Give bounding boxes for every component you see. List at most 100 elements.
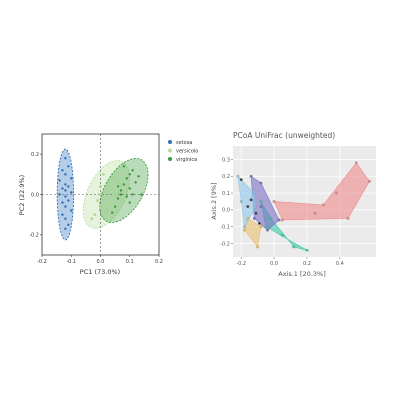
pca-x-tick-label: -0.1 [66, 259, 76, 265]
pcoa-point [246, 216, 250, 220]
pcoa-point [259, 181, 263, 185]
pca-point-setosa [61, 201, 64, 204]
pca-point-setosa [70, 191, 73, 194]
pca-chart: -0.2 -0.1 0.0 0.1 0.2 -0.2 0.0 0.2 PC1 (73.0%)… [18, 133, 198, 276]
pca-point-setosa [64, 173, 67, 176]
pca-point-virginica [131, 193, 134, 196]
pcoa-point [239, 200, 243, 203]
pca-x-tick-label: -0.2 [37, 259, 47, 265]
pca-point-virginica [122, 183, 126, 186]
pcoa-point [249, 198, 253, 202]
pca-point-setosa [58, 193, 61, 196]
pcoa-point [249, 174, 253, 178]
pcoa-point [280, 233, 284, 237]
pca-point-virginica [116, 197, 120, 200]
pca-point-virginica [125, 195, 129, 198]
pca-x-axis-label: PC1 (73.0%) [80, 268, 120, 276]
pca-point-virginica [128, 187, 131, 190]
pca-point-setosa [64, 205, 67, 208]
pcoa-point [292, 245, 296, 249]
pca-point-virginica [134, 181, 137, 184]
pca-point-virginica [137, 175, 140, 178]
pcoa-point [257, 221, 261, 225]
pca-x-tick-label: 0.2 [155, 259, 163, 265]
pcoa-hulls [237, 162, 370, 251]
pcoa-point [272, 200, 276, 203]
pca-point-setosa [64, 157, 67, 160]
pca-point-virginica [128, 173, 131, 176]
pca-point-versicolo [96, 199, 99, 202]
pcoa-point [252, 191, 256, 195]
pcoa-point [252, 216, 256, 220]
pcoa-y-axis-label: Axis.2 [9%] [210, 182, 218, 219]
pcoa-point [236, 174, 240, 178]
pcoa-point [246, 205, 250, 208]
pcoa-chart: PCoA UniFrac (unweighted) -0.2 0.0 0.2 0.4 … [210, 131, 376, 278]
pca-legend: setosa versicolo virginica [168, 140, 198, 163]
pca-point-virginica [119, 193, 123, 196]
pca-point-setosa [70, 177, 73, 180]
pca-legend-label: virginica [176, 157, 197, 163]
pcoa-point [322, 203, 325, 207]
pca-x-ticks: -0.2 -0.1 0.0 0.1 0.2 [37, 255, 163, 265]
pca-ellipse-virginica [99, 158, 149, 223]
pcoa-point [243, 225, 246, 229]
pcoa-point [254, 211, 258, 215]
pcoa-point [252, 208, 256, 212]
pca-point-virginica [122, 165, 126, 168]
pcoa-hull [237, 175, 255, 228]
pca-point-virginica [116, 185, 120, 188]
pcoa-y-tick-label: -0.2 [220, 241, 230, 247]
pcoa-y-tick-label: 0.1 [222, 191, 230, 197]
pca-point-setosa [67, 199, 70, 202]
pca-point-virginica [125, 177, 129, 180]
pca-y-tick-label: 0.2 [31, 152, 39, 158]
pca-point-setosa [64, 183, 67, 186]
pca-point-versicolo [93, 213, 97, 217]
pca-y-tick-label: -0.2 [29, 233, 39, 239]
pca-point-setosa [58, 179, 61, 182]
pca-ellipse-setosa [56, 148, 75, 241]
pca-point-setosa [67, 185, 70, 188]
pca-point-versicolo [99, 205, 102, 208]
pca-legend-label: setosa [176, 140, 192, 146]
pca-point-setosa [67, 165, 70, 168]
pca-legend-marker [168, 140, 172, 144]
pca-point-versicolo [105, 209, 108, 212]
pcoa-point [368, 179, 371, 183]
pca-point-setosa [61, 169, 64, 172]
pcoa-point [259, 205, 263, 208]
pca-point-virginica [140, 193, 143, 196]
pcoa-y-tick-label: 0.2 [222, 174, 230, 180]
pca-point-versicolo [113, 193, 117, 196]
pca-point-setosa [61, 213, 64, 216]
pca-point-versicolo [90, 217, 94, 221]
pca-y-axis-label: PC2 (22.9%) [18, 175, 26, 215]
pcoa-point [277, 218, 281, 222]
pcoa-point [256, 245, 260, 249]
pcoa-point [313, 211, 317, 215]
pcoa-y-tick-label: 0.0 [222, 208, 230, 214]
pca-point-versicolo [107, 183, 111, 186]
pcoa-point [243, 228, 246, 232]
pcoa-x-axis-label: Axis.1 [20.3%] [278, 270, 325, 278]
pca-point-versicolo [107, 201, 111, 204]
pcoa-point [354, 161, 358, 165]
pca-point-setosa [61, 187, 64, 190]
pca-point-versicolo [99, 185, 102, 188]
pcoa-x-ticks: -0.2 0.0 0.2 0.4 [236, 257, 344, 267]
pcoa-x-tick-label: 0.2 [303, 261, 311, 267]
pca-x-tick-label: 0.0 [97, 259, 105, 265]
pca-legend-label: versicolo [176, 148, 198, 154]
pcoa-point [264, 225, 268, 229]
pca-point-virginica [111, 211, 114, 214]
pcoa-point [239, 178, 243, 182]
pcoa-point [305, 248, 309, 252]
pcoa-point [266, 228, 269, 232]
pca-point-virginica [128, 201, 131, 204]
pcoa-point [280, 218, 284, 222]
pcoa-point [259, 225, 263, 229]
pca-ellipses [56, 148, 149, 241]
pcoa-y-tick-label: -0.1 [220, 225, 230, 231]
